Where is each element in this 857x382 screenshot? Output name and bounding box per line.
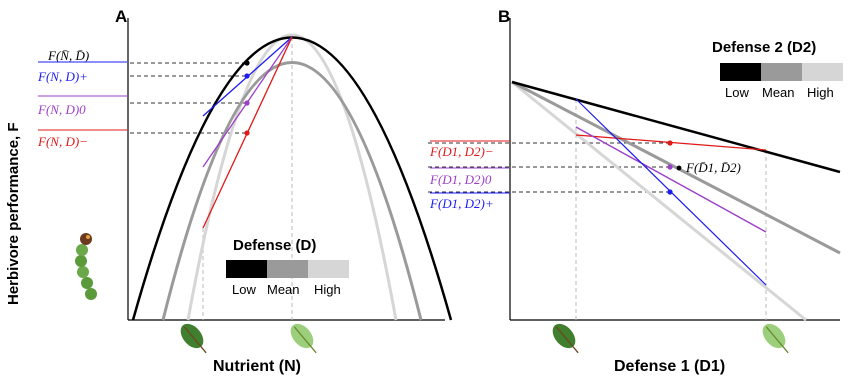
panel-b-label-mean: F(D̄1, D̄2) (685, 160, 741, 175)
panel-a-legend-low-swatch (226, 260, 267, 278)
panel-b-chord-zero (575, 126, 767, 233)
panel-a-legend-low: Low (232, 282, 256, 297)
panel-a-point-zero (244, 100, 250, 106)
panel-b-point-plus (667, 189, 673, 195)
panel-a-curve-high (186, 33, 398, 321)
panel-a-x-axis-label: Nutrient (N) (213, 358, 301, 375)
panel-b-legend-high: High (807, 85, 834, 100)
panel-a-legend-high-swatch (308, 260, 349, 278)
panel-a-legend-mean-swatch (267, 260, 308, 278)
panel-b-point-minus (667, 140, 673, 146)
light-leaf-icon (290, 323, 317, 354)
panel-b-x-axis-label: Defense 1 (D1) (614, 358, 725, 375)
panel-a-label-zero: F(N, D)0 (37, 102, 86, 117)
light-leaf-icon (762, 323, 789, 354)
panel-a-label-mean: F(N̄, D̄) (47, 48, 89, 63)
panel-b-legend-high-swatch (802, 63, 843, 81)
panel-b-legend-low: Low (725, 85, 749, 100)
panel-a-curve-mean (161, 61, 423, 321)
panel-b-line-low (511, 80, 841, 174)
panel-b-legend-mean-swatch (761, 63, 802, 81)
dark-leaf-icon (180, 323, 207, 354)
panel-a-letter: A (115, 7, 127, 26)
panel-a-legend-title: Defense (D) (233, 237, 316, 254)
panel-b-label-minus: F(D1, D2)− (429, 144, 494, 159)
panel-a-y-axis-label: Herbivore performance, F (5, 122, 22, 305)
panel-a-label-plus: F(N, D)+ (37, 69, 88, 84)
panel-a-legend-mean: Mean (267, 282, 300, 297)
panel-b-line-high (511, 80, 807, 322)
panel-b-label-plus: F(D1, D2)+ (429, 196, 494, 211)
panel-b-legend-mean: Mean (762, 85, 795, 100)
panel-b-label-zero: F(D1, D2)0 (429, 172, 492, 187)
caterpillar-icon (75, 233, 97, 300)
panel-b-legend-title: Defense 2 (D2) (712, 39, 816, 56)
panel-a-point-mean (244, 60, 250, 66)
panel-a-point-minus (244, 130, 250, 136)
panel-b: B F(D1, D2)− F(D̄1, D̄2) F(D1, D2)0 F(D1… (428, 7, 843, 375)
panel-b-point-mean (676, 165, 682, 171)
dark-leaf-icon (552, 323, 579, 354)
panel-a: A F(N̄, D̄) F(N, D)+ F(N, D)0 F(N, D)− (5, 7, 453, 375)
panel-a-legend-high: High (314, 282, 341, 297)
panel-b-point-zero (667, 164, 673, 170)
panel-b-line-mean (511, 80, 841, 255)
panel-b-letter: B (498, 7, 510, 26)
panel-b-legend-low-swatch (720, 63, 761, 81)
panel-a-label-minus: F(N, D)− (37, 134, 88, 149)
panel-a-point-plus (244, 73, 250, 79)
